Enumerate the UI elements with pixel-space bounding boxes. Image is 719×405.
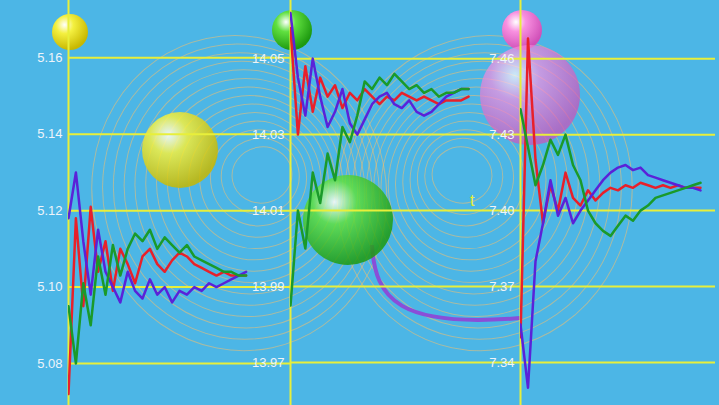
svg-text:13.99: 13.99 [252, 279, 285, 294]
svg-text:5.10: 5.10 [37, 279, 62, 294]
svg-text:5.08: 5.08 [37, 356, 62, 371]
svg-text:t: t [470, 192, 475, 209]
svg-text:5.16: 5.16 [37, 50, 62, 65]
svg-text:7.46: 7.46 [489, 51, 514, 66]
svg-text:5.12: 5.12 [37, 203, 62, 218]
svg-text:5.14: 5.14 [37, 126, 62, 141]
svg-text:7.37: 7.37 [489, 279, 514, 294]
svg-text:14.03: 14.03 [252, 127, 285, 142]
svg-text:7.34: 7.34 [489, 355, 514, 370]
svg-text:13.97: 13.97 [252, 355, 285, 370]
svg-text:14.05: 14.05 [252, 51, 285, 66]
svg-text:7.43: 7.43 [489, 127, 514, 142]
svg-text:14.01: 14.01 [252, 203, 285, 218]
svg-text:7.40: 7.40 [489, 203, 514, 218]
